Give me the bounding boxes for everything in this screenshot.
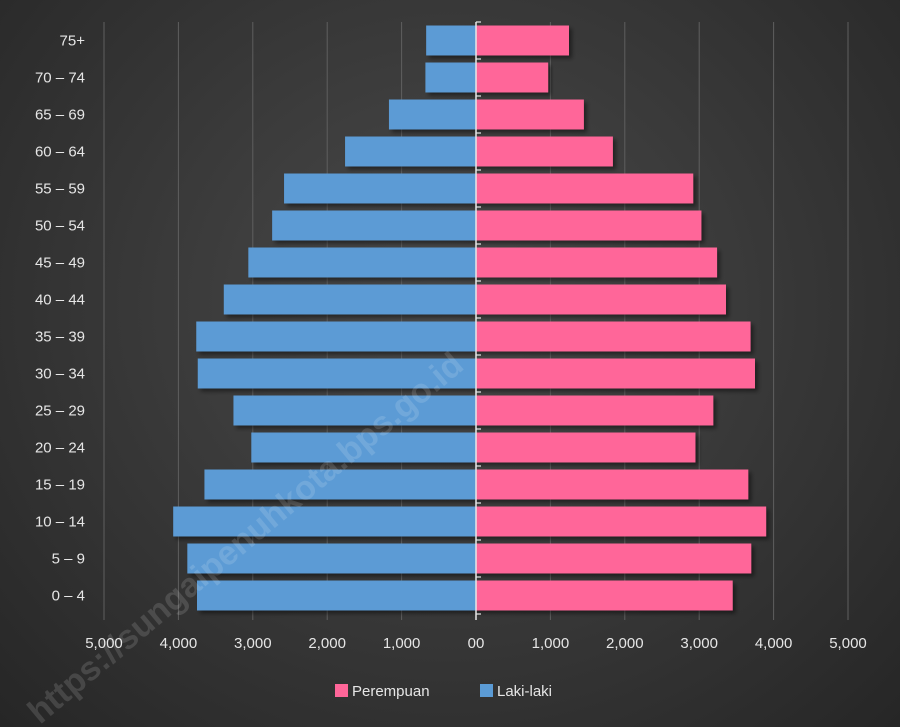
y-tick-label: 60 – 64 [35, 144, 85, 161]
x-tick-label: 1,000 [532, 635, 570, 652]
x-tick-label: 4,000 [160, 635, 198, 652]
bar-perempuan [476, 432, 696, 463]
legend-label: Laki-laki [497, 683, 552, 700]
y-tick-label: 0 – 4 [52, 588, 85, 605]
y-tick-label: 25 – 29 [35, 403, 85, 420]
bar-perempuan [476, 580, 733, 611]
y-axis-labels: 0 – 4 5 – 9 10 – 14 15 – 19 20 – 24 25 – 29 30… [35, 33, 85, 605]
bar-perempuan [476, 469, 749, 500]
bar-laki-laki [197, 580, 476, 611]
legend-swatch [335, 684, 348, 697]
bar-laki-laki [204, 469, 476, 500]
bar-laki-laki [187, 543, 476, 574]
bar-perempuan [476, 395, 714, 426]
y-tick-label: 35 – 39 [35, 329, 85, 346]
x-tick-label: 3,000 [234, 635, 272, 652]
y-tick-label: 55 – 59 [35, 181, 85, 198]
bar-perempuan [476, 506, 767, 537]
bar-laki-laki [388, 99, 476, 130]
bar-perempuan [476, 99, 584, 130]
bar-perempuan [476, 210, 702, 241]
bar-perempuan [476, 173, 694, 204]
bar-laki-laki [173, 506, 476, 537]
bars [173, 25, 767, 611]
bar-laki-laki [426, 25, 476, 56]
x-tick-label: 00 [468, 635, 485, 652]
bar-laki-laki [284, 173, 476, 204]
bar-laki-laki [251, 432, 476, 463]
bar-laki-laki [233, 395, 476, 426]
x-tick-label: 2,000 [606, 635, 644, 652]
y-tick-label: 65 – 69 [35, 107, 85, 124]
x-tick-label: 4,000 [755, 635, 793, 652]
bar-perempuan [476, 284, 726, 315]
y-tick-label: 20 – 24 [35, 440, 85, 457]
y-tick-label: 15 – 19 [35, 477, 85, 494]
y-tick-label: 70 – 74 [35, 70, 85, 87]
y-tick-label: 45 – 49 [35, 255, 85, 272]
bar-laki-laki [248, 247, 476, 278]
y-tick-label: 10 – 14 [35, 514, 85, 531]
y-tick-label: 40 – 44 [35, 292, 85, 309]
x-tick-label: 3,000 [680, 635, 718, 652]
bar-laki-laki [345, 136, 476, 167]
center-axis [475, 21, 481, 620]
x-tick-label: 1,000 [383, 635, 421, 652]
y-tick-label: 50 – 54 [35, 218, 85, 235]
bar-laki-laki [272, 210, 476, 241]
legend-swatch [480, 684, 493, 697]
y-tick-label: 75+ [60, 33, 86, 50]
bar-perempuan [476, 136, 613, 167]
bar-perempuan [476, 25, 569, 56]
bar-laki-laki [223, 284, 476, 315]
bar-perempuan [476, 321, 751, 352]
y-tick-label: 30 – 34 [35, 366, 85, 383]
bar-perempuan [476, 543, 752, 574]
bar-laki-laki [425, 62, 476, 93]
bar-perempuan [476, 62, 549, 93]
x-axis-labels: 5,000 4,000 3,000 2,000 1,000 00 1,000 2,000 3,0… [85, 635, 867, 652]
x-tick-label: 2,000 [308, 635, 346, 652]
x-tick-label: 5,000 [85, 635, 123, 652]
legend-label: Perempuan [352, 683, 430, 700]
y-tick-label: 5 – 9 [52, 551, 85, 568]
bar-perempuan [476, 247, 718, 278]
bar-laki-laki [196, 321, 477, 352]
bar-perempuan [476, 358, 755, 389]
x-tick-label: 5,000 [829, 635, 867, 652]
bar-laki-laki [197, 358, 476, 389]
legend: Perempuan Laki-laki [335, 683, 552, 700]
